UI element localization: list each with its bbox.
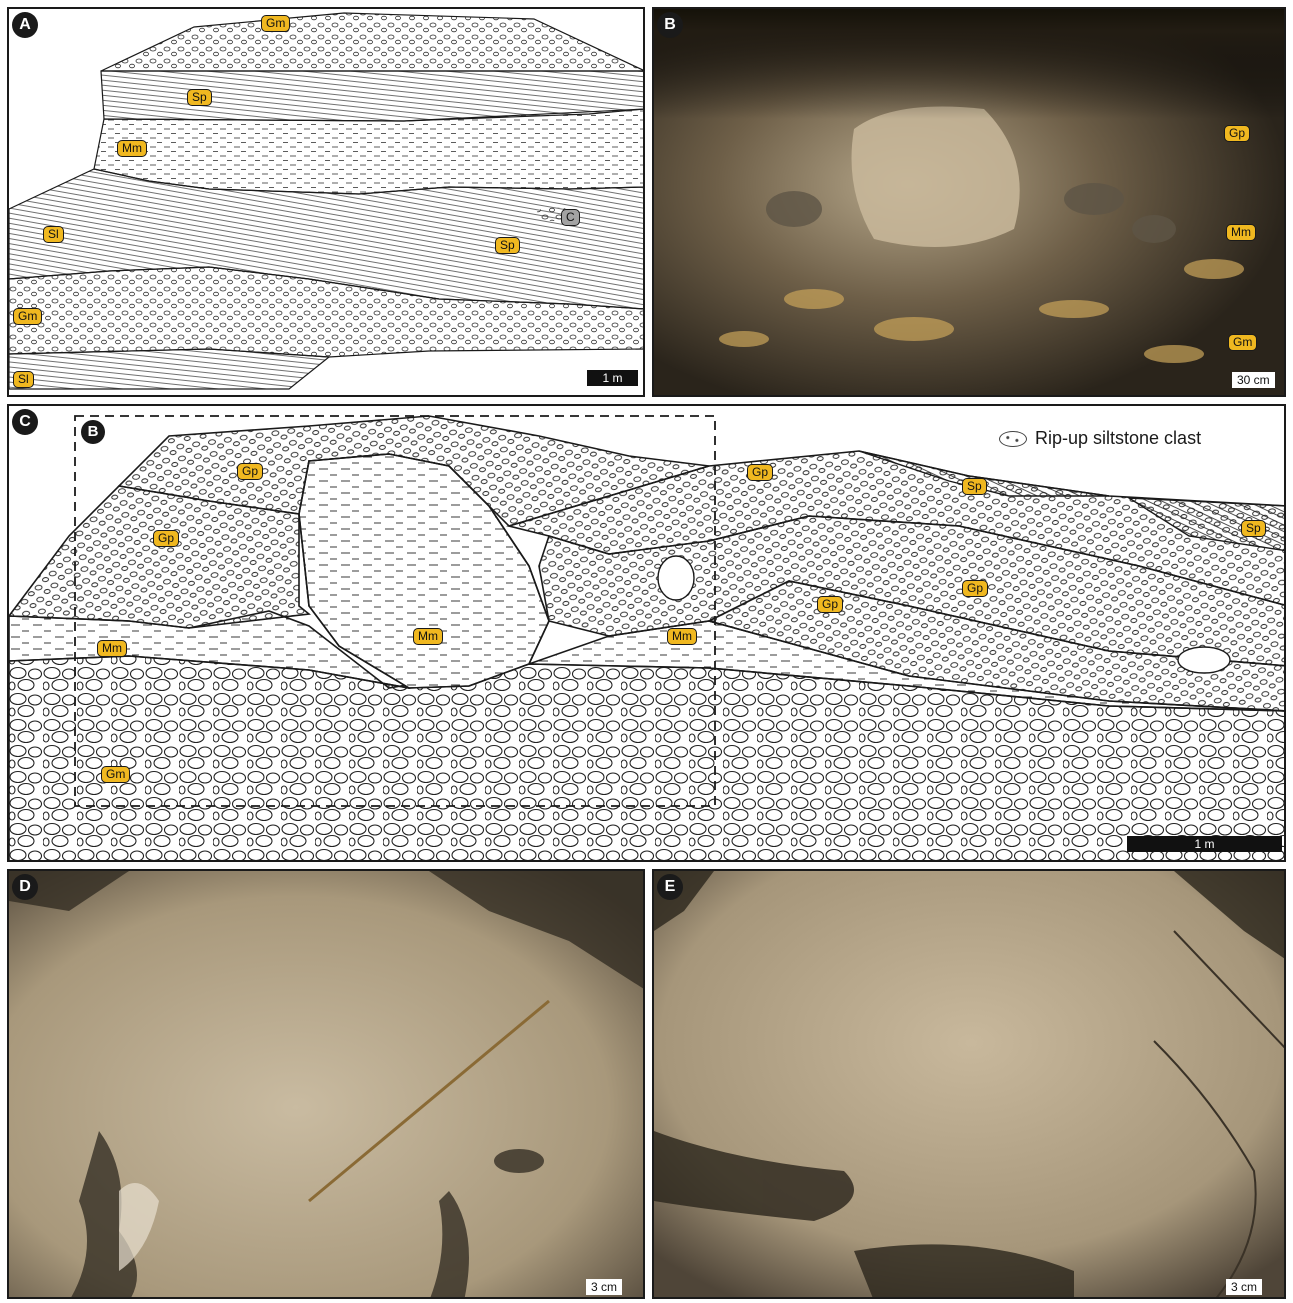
- facies-label: Gp: [237, 463, 264, 480]
- facies-label: Mm: [1226, 224, 1256, 241]
- scale-label: 30 cm: [1232, 372, 1275, 388]
- facies-label: Sl: [43, 226, 64, 243]
- scale-label: 3 cm: [1226, 1279, 1263, 1295]
- panel-letter-e: E: [657, 874, 683, 900]
- scale-label: 3 cm: [586, 1279, 623, 1295]
- sketch-c: [9, 415, 1284, 860]
- inset-letter-b: B: [81, 420, 105, 444]
- facies-label: Mm: [667, 628, 697, 645]
- panel-letter-b: B: [657, 12, 683, 38]
- facies-label: Gp: [747, 464, 774, 481]
- facies-label: Mm: [413, 628, 443, 645]
- facies-label: Gm: [261, 15, 291, 32]
- facies-label: Mm: [117, 140, 147, 157]
- facies-label: Gp: [817, 596, 844, 613]
- facies-label: Sp: [495, 237, 520, 254]
- panel-c: C B Gp Gp Gp Sp Sp Gp Gp Mm Mm Mm Gm Rip…: [7, 404, 1286, 862]
- inset-box: [74, 415, 716, 807]
- facies-label: Sp: [187, 89, 212, 106]
- facies-label: Gm: [101, 766, 131, 783]
- channel-label: C: [561, 209, 580, 226]
- photo-d: [9, 871, 643, 1297]
- panel-letter-a: A: [12, 12, 38, 38]
- scale-bar: 1 m: [1127, 836, 1282, 852]
- legend-label: Rip-up siltstone clast: [1035, 428, 1202, 448]
- panel-letter-c: C: [12, 409, 38, 435]
- panel-d: D 3 cm: [7, 869, 645, 1299]
- photo-b: [654, 9, 1284, 395]
- panel-letter-d: D: [12, 874, 38, 900]
- sketch-a: [9, 12, 643, 390]
- photo-e: [654, 871, 1284, 1297]
- panel-b: B Gp Mm Gm 30 cm: [652, 7, 1286, 397]
- panel-e: E 3 cm: [652, 869, 1286, 1299]
- facies-label: Sp: [1241, 520, 1266, 537]
- legend: Rip-up siltstone clast: [999, 428, 1201, 449]
- scale-bar: 1 m: [587, 370, 638, 386]
- facies-label: Sp: [962, 478, 987, 495]
- facies-label: Gp: [962, 580, 989, 597]
- facies-label: Mm: [97, 640, 127, 657]
- facies-label: Gp: [153, 530, 180, 547]
- rip-up-clast-icon: [999, 431, 1027, 448]
- facies-label: Gm: [13, 308, 43, 325]
- facies-label: Sl: [13, 371, 34, 388]
- facies-label: Gm: [1228, 334, 1258, 351]
- facies-label: Gp: [1224, 125, 1251, 142]
- panel-a: A Gm Sp Mm Sl Sp Gm Sl C 1 m: [7, 7, 645, 397]
